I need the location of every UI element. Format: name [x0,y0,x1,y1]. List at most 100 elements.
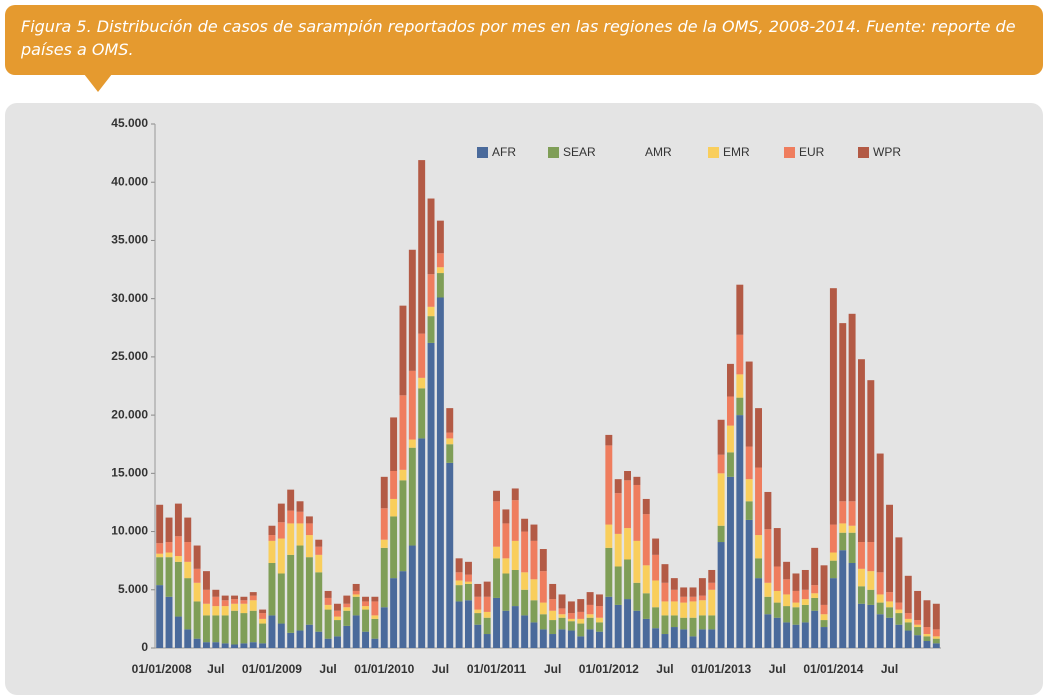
bar-segment [277,623,285,648]
bar-segment [605,434,613,446]
bar-segment [474,596,482,610]
bar-segment [820,565,828,605]
bar-segment [839,501,847,524]
bar-segment [371,615,379,619]
bar-segment [502,558,510,574]
bar-segment [652,538,660,555]
bar-segment [380,476,388,509]
bar-segment [558,594,566,609]
bar-segment [418,377,426,389]
bar-segment [399,480,407,572]
bar-segment [549,583,557,600]
bar-segment [315,572,323,632]
bar-segment [390,471,398,499]
bar-segment [474,583,482,597]
bar-segment [221,615,229,644]
bar-segment [446,408,454,433]
bar-segment [296,545,304,631]
y-tick-label: 45.000 [111,116,148,130]
bar-segment [783,594,791,607]
bar-segment [773,590,781,603]
bar-segment [530,579,538,601]
bar-segment [174,503,182,537]
bar-segment [352,615,360,648]
bar-segment [240,613,248,644]
bar-segment [259,618,267,624]
bar-segment [446,462,454,648]
bar-segment [745,479,753,502]
bar-segment [895,609,903,614]
bar-segment [511,606,519,648]
x-tick-label: 01/01/2013 [691,662,751,676]
bar-segment [249,592,257,596]
bar-segment [736,415,744,648]
bar-segment [343,607,351,611]
bar-segment [427,198,435,275]
bar-segment [642,593,650,619]
bar-segment [708,569,716,583]
bar-segment [418,438,426,648]
bar-segment [614,566,622,605]
bar-segment [408,447,416,546]
legend-swatch [784,147,795,158]
bar-segment [932,603,940,630]
bar-segment [174,616,182,648]
bar-segment [203,615,210,643]
bar-segment [783,606,791,623]
bar-segment [698,600,706,616]
bar-segment [867,571,875,590]
bar-segment [156,504,164,544]
bar-segment [680,629,688,648]
bar-segment [193,545,201,569]
bar-segment [436,253,444,268]
bar-segment [624,528,631,560]
bar-segment [689,596,697,602]
bar-segment [605,547,613,597]
bar-segment [904,575,912,614]
bar-segment [680,596,688,603]
bar-segment [717,419,725,455]
bar-segment [231,644,238,648]
x-tick-label: 01/01/2014 [803,662,863,676]
bar-segment [661,634,669,648]
bar-segment [231,610,238,645]
bar-segment [633,582,641,611]
bar-segment [708,615,716,630]
bar-segment [165,517,173,543]
bar-segment [315,631,323,648]
bar-segment [203,603,210,616]
bar-segment [324,597,332,605]
bar-segment [596,617,603,623]
bar-segment [268,525,276,536]
bar-segment [221,606,229,616]
bar-segment [801,569,809,590]
bar-segment [334,603,341,611]
y-tick-label: 0 [141,640,148,654]
bar-segment [829,524,837,553]
bar-segment [287,632,295,648]
bar-segment [203,589,210,604]
bar-segment [427,316,435,343]
bar-segment [455,572,463,581]
bar-segment [596,594,603,607]
bar-segment [904,630,912,648]
bar-segment [792,607,800,625]
bar-segment [642,618,650,648]
bar-segment [829,578,837,648]
bar-segment [829,288,837,525]
bar-segment [923,600,931,628]
bar-segment [792,590,800,603]
bar-segment [305,516,313,524]
bar-segment [324,638,332,648]
bar-segment [165,557,173,597]
bar-segment [698,615,706,630]
bar-segment [530,622,538,648]
bar-segment [549,610,557,621]
legend-swatch [858,147,869,158]
bar-segment [858,542,865,569]
bar-segment [156,553,164,558]
bar-segment [914,590,922,621]
bar-segment [586,629,594,648]
bar-segment [652,554,660,581]
bar-segment [586,617,594,630]
